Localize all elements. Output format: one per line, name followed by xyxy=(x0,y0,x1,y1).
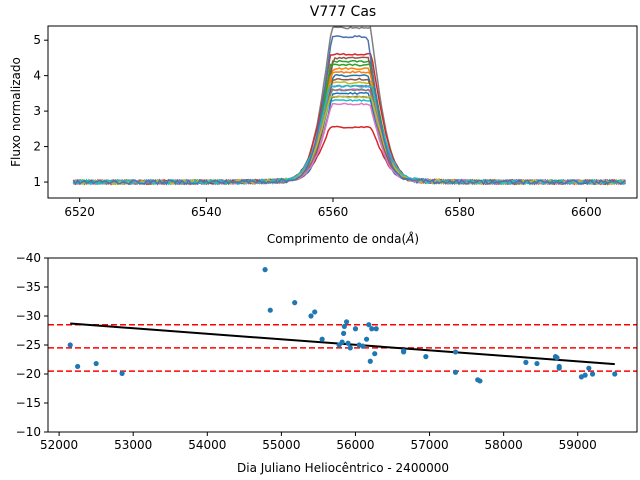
velocity-point-41 xyxy=(582,372,588,378)
velocity-point-8 xyxy=(308,313,314,319)
velocity-point-17 xyxy=(347,345,353,351)
velocity-x-tick-label: 58000 xyxy=(485,438,523,452)
velocity-x-tick-label: 54000 xyxy=(188,438,226,452)
spectra-panel: V777 Cas 6520 6540 6560 6580 6600 1 2 3 4 5 Compr… xyxy=(9,4,638,246)
spectra-x-tick-label: 6540 xyxy=(191,205,222,219)
velocity-point-43 xyxy=(589,371,596,377)
velocity-point-2 xyxy=(75,363,81,370)
velocity-point-22 xyxy=(366,322,372,328)
velocity-point-15 xyxy=(343,319,350,325)
velocity-point-26 xyxy=(373,326,379,332)
velocity-point-6 xyxy=(267,307,273,313)
spectrum-series-21 xyxy=(72,35,626,186)
spectra-y-tick-label: 1 xyxy=(33,175,41,189)
velocity-x-tick-label: 52000 xyxy=(40,438,78,452)
velocity-point-7 xyxy=(292,300,298,306)
velocity-point-30 xyxy=(452,349,459,355)
velocity-point-13 xyxy=(341,330,347,336)
velocity-y-tick-label: −35 xyxy=(16,280,41,294)
velocity-point-20 xyxy=(360,343,366,349)
spectra-y-tick-label: 4 xyxy=(33,69,41,83)
spectra-y-label: Fluxo normalizado xyxy=(9,57,23,167)
velocity-point-35 xyxy=(534,360,540,367)
velocity-point-34 xyxy=(523,359,529,365)
velocity-x-tick-label: 57000 xyxy=(410,438,448,452)
velocity-point-10 xyxy=(319,336,325,342)
velocity-point-3 xyxy=(93,360,99,367)
velocity-x-tick-label: 55000 xyxy=(262,438,300,452)
spectra-y-tick-label: 2 xyxy=(33,140,41,154)
spectra-ticks: 6520 6540 6560 6580 6600 1 2 3 4 5 xyxy=(33,33,601,219)
velocity-point-18 xyxy=(352,326,359,332)
velocity-point-23 xyxy=(367,358,373,364)
velocity-point-39 xyxy=(556,363,562,370)
velocity-y-tick-label: −40 xyxy=(16,251,41,265)
velocity-x-tick-label: 56000 xyxy=(336,438,374,452)
velocity-y-tick-label: −10 xyxy=(16,425,41,439)
spectra-axes-frame xyxy=(47,25,638,199)
velocity-panel: 52000 53000 54000 55000 56000 57000 58000 59000… xyxy=(16,251,638,475)
velocity-y-tick-label: −30 xyxy=(16,309,41,323)
velocity-point-5 xyxy=(262,267,268,273)
velocity-ticks: 52000 53000 54000 55000 56000 57000 58000 59000… xyxy=(16,251,597,452)
spectra-x-tick-label: 6560 xyxy=(318,205,349,219)
spectra-x-tick-label: 6580 xyxy=(444,205,475,219)
velocity-point-4 xyxy=(119,370,125,377)
velocity-point-14 xyxy=(341,323,347,330)
velocity-point-29 xyxy=(423,354,429,360)
velocity-point-24 xyxy=(369,326,375,332)
velocity-x-tick-label: 53000 xyxy=(114,438,152,452)
spectra-x-label: Comprimento de onda(Å) xyxy=(267,231,419,246)
velocity-point-37 xyxy=(554,355,560,361)
velocity-point-1 xyxy=(67,342,73,348)
velocity-point-33 xyxy=(477,378,483,384)
velocity-point-12 xyxy=(339,339,345,345)
spectra-y-tick-label: 5 xyxy=(33,33,41,47)
velocity-point-42 xyxy=(586,365,592,371)
spectra-title: V777 Cas xyxy=(310,4,376,20)
velocity-point-28 xyxy=(401,349,407,355)
velocity-x-tick-label: 59000 xyxy=(559,438,597,452)
velocity-point-31 xyxy=(452,369,459,375)
velocity-point-44 xyxy=(612,371,618,377)
spectra-y-tick-label: 3 xyxy=(33,104,41,118)
velocity-y-tick-label: −15 xyxy=(16,396,41,410)
spectra-series-group xyxy=(72,26,626,186)
velocity-point-16 xyxy=(345,340,351,346)
spectra-x-tick-label: 6520 xyxy=(64,205,95,219)
velocity-plot-area xyxy=(48,267,637,384)
velocity-x-label: Dia Juliano Heliocêntrico - 2400000 xyxy=(237,461,449,475)
velocity-y-tick-label: −25 xyxy=(16,338,41,352)
velocity-point-21 xyxy=(363,336,370,342)
velocity-y-tick-label: −20 xyxy=(16,367,41,381)
velocity-point-9 xyxy=(312,309,318,315)
spectra-x-tick-label: 6600 xyxy=(571,205,602,219)
velocity-point-25 xyxy=(372,351,378,357)
